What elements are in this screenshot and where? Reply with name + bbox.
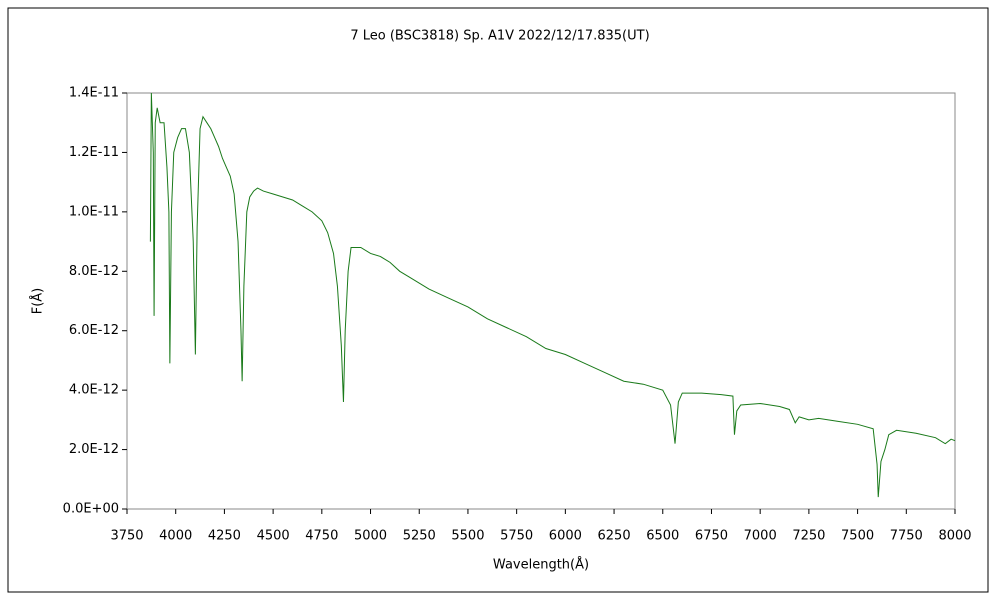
y-tick-label: 8.0E-12 xyxy=(69,264,119,279)
y-tick-label: 6.0E-12 xyxy=(69,323,119,338)
y-tick-label: 0.0E+00 xyxy=(63,502,119,517)
x-tick-label: 4750 xyxy=(305,529,338,544)
y-tick-label: 1.2E-11 xyxy=(69,145,119,160)
y-tick-label: 4.0E-12 xyxy=(69,383,119,398)
x-tick-label: 5250 xyxy=(403,529,436,544)
x-tick-label: 6000 xyxy=(549,529,582,544)
x-tick-label: 3750 xyxy=(110,529,143,544)
x-tick-label: 5000 xyxy=(354,529,387,544)
spectrum-line xyxy=(149,92,956,498)
x-tick-label: 6750 xyxy=(695,529,728,544)
x-tick-label: 4500 xyxy=(257,529,290,544)
x-tick-label: 4250 xyxy=(208,529,241,544)
x-tick-label: 8000 xyxy=(938,529,971,544)
y-axis-label: F(Å) xyxy=(30,288,46,315)
x-tick-label: 6500 xyxy=(646,529,679,544)
x-tick-label: 5750 xyxy=(500,529,533,544)
x-tick-label: 7000 xyxy=(744,529,777,544)
y-tick-label: 1.0E-11 xyxy=(69,204,119,219)
x-tick-label: 7500 xyxy=(841,529,874,544)
plot-area xyxy=(126,92,956,510)
x-tick-label: 7250 xyxy=(792,529,825,544)
x-tick-label: 7750 xyxy=(890,529,923,544)
x-tick-label: 5500 xyxy=(451,529,484,544)
x-axis-label: Wavelength(Å) xyxy=(493,557,589,573)
x-tick-label: 6250 xyxy=(598,529,631,544)
y-tick-label: 2.0E-12 xyxy=(69,442,119,457)
chart-title: 7 Leo (BSC3818) Sp. A1V 2022/12/17.835(U… xyxy=(350,29,649,44)
y-tick-label: 1.4E-11 xyxy=(69,86,119,101)
x-tick-label: 4000 xyxy=(159,529,192,544)
